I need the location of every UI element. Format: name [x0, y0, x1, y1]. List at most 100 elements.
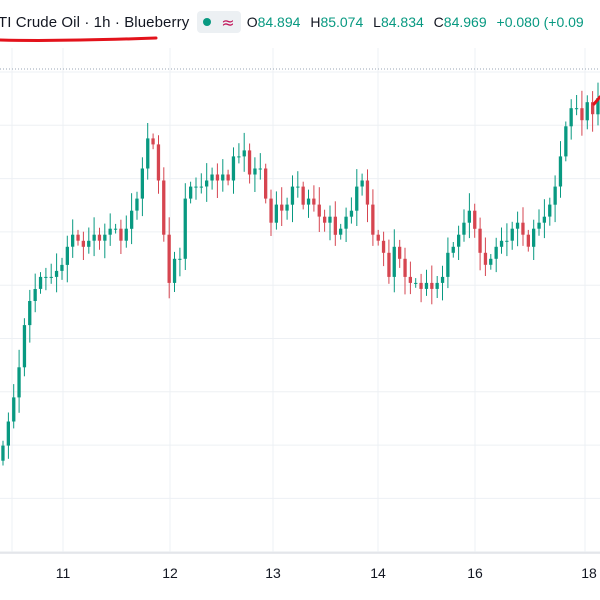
candle-body: [1, 445, 5, 461]
title-underline-annotation: [0, 36, 158, 42]
candle-body: [108, 228, 112, 235]
high-value: 85.074: [320, 14, 364, 30]
candle-body: [130, 210, 134, 229]
candle-body: [489, 258, 493, 265]
candle-body: [328, 216, 332, 223]
candle-body: [280, 204, 284, 211]
candle-body: [580, 108, 584, 121]
candle-body: [349, 210, 354, 217]
candle-body: [494, 246, 498, 259]
candle-body: [205, 180, 209, 187]
candle-body: [569, 108, 573, 127]
candle-body: [457, 234, 461, 247]
candle-body: [451, 246, 455, 253]
x-tick-label: 14: [370, 565, 386, 581]
candle-body: [548, 204, 552, 217]
candle-body: [467, 210, 471, 223]
candle-body: [521, 222, 525, 235]
candle-body: [414, 282, 418, 284]
candle-body: [194, 186, 198, 188]
candle-body: [274, 204, 278, 223]
candle-body: [226, 174, 230, 181]
candle-body: [237, 156, 241, 158]
candle-body: [360, 180, 364, 187]
x-tick-label: 18: [581, 565, 597, 581]
candle-body: [381, 240, 386, 253]
candle-body: [140, 168, 144, 199]
candle-body: [231, 156, 236, 181]
candle-body: [71, 234, 75, 247]
chart-legend-header: TI Crude Oil · 1h · Blueberry ≈ O84.894 …: [0, 8, 584, 36]
candle-body: [167, 234, 171, 283]
x-tick-label: 16: [467, 565, 483, 581]
close-value: 84.969: [443, 14, 487, 30]
candle-body: [387, 252, 391, 277]
candle-body: [92, 234, 96, 241]
market-open-dot-icon: [203, 18, 212, 26]
candle-body: [22, 325, 27, 368]
candle-body: [296, 186, 300, 188]
candle-body: [156, 144, 161, 181]
candle-body: [49, 276, 53, 278]
candle-body: [285, 204, 289, 211]
candle-body: [574, 108, 579, 110]
candle-body: [483, 252, 488, 265]
candles-layer: [1, 82, 600, 466]
x-tick-label: 11: [56, 565, 71, 581]
right-edge-annotation: [592, 95, 600, 106]
candle-body: [113, 228, 118, 230]
status-pill[interactable]: ≈: [197, 11, 241, 33]
candle-body: [526, 234, 530, 247]
open-key: O: [246, 14, 258, 30]
candle-body: [189, 186, 193, 199]
candle-body: [392, 246, 396, 277]
candle-body: [333, 216, 337, 235]
candle-body: [269, 198, 273, 223]
candle-body: [38, 276, 43, 289]
candle-body: [199, 186, 203, 188]
candle-body: [365, 180, 370, 205]
candle-body: [376, 234, 380, 241]
candle-body: [462, 222, 466, 235]
candle-body: [408, 276, 412, 283]
candle-body: [135, 198, 139, 211]
candle-body: [183, 198, 187, 259]
candle-body: [221, 174, 225, 181]
candle-body: [355, 186, 359, 211]
candle-body: [553, 186, 557, 205]
approx-wave-icon: ≈: [221, 12, 235, 32]
ohlc-values: O84.894 H85.074 L84.834 C84.969 +0.080 (…: [247, 14, 584, 30]
candle-body: [87, 240, 91, 247]
candle-body: [146, 138, 150, 169]
candle-body: [17, 367, 21, 398]
candle-body: [424, 282, 429, 289]
candle-body: [440, 276, 445, 283]
candle-body: [264, 168, 268, 199]
candle-body: [371, 204, 375, 235]
candle-body: [312, 198, 316, 205]
candle-body: [60, 264, 64, 271]
candle-body: [344, 216, 348, 229]
candle-body: [253, 168, 257, 175]
candle-body: [65, 246, 69, 265]
candle-body: [306, 198, 311, 205]
x-tick-label: 13: [265, 565, 281, 581]
candle-body: [44, 276, 48, 278]
candle-body: [478, 228, 482, 253]
candle-body: [585, 102, 589, 121]
low-key: L: [373, 14, 381, 30]
candle-body: [317, 204, 321, 217]
candle-body: [172, 258, 177, 283]
open-value: 84.894: [257, 14, 301, 30]
candle-body: [242, 150, 246, 157]
candle-body: [215, 174, 220, 181]
candle-body: [81, 240, 85, 247]
candle-body: [301, 186, 305, 205]
candle-body: [119, 228, 123, 241]
symbol-title[interactable]: TI Crude Oil · 1h · Blueberry: [0, 13, 190, 31]
candle-body: [398, 246, 402, 259]
candle-body: [162, 180, 166, 235]
candle-body: [124, 228, 128, 241]
candle-body: [151, 138, 155, 145]
